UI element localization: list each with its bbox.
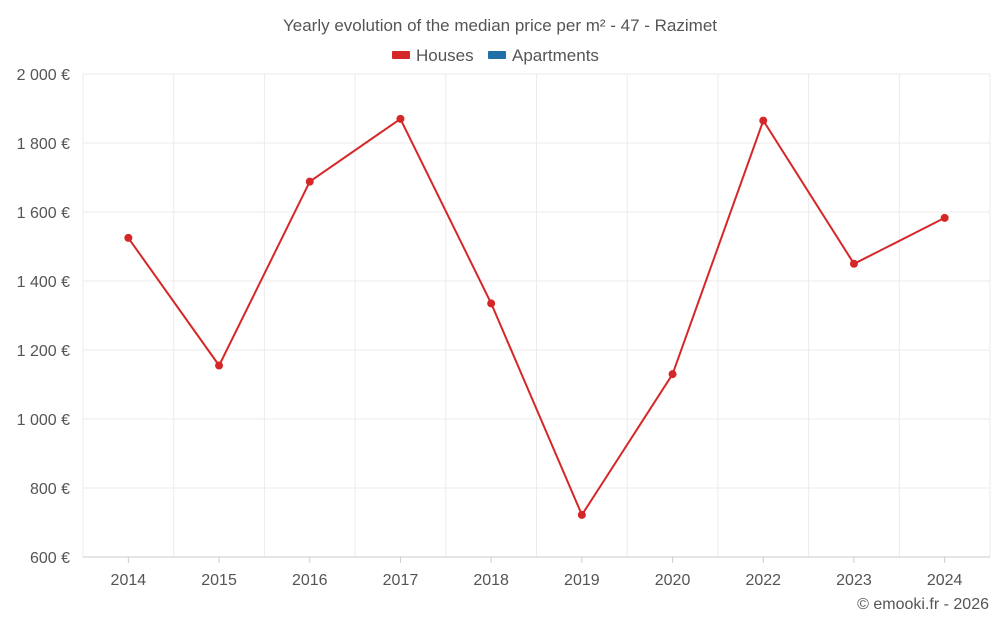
- y-tick-label: 1 200 €: [17, 343, 70, 360]
- legend: Houses Apartments: [392, 46, 599, 65]
- legend-label-houses: Houses: [416, 46, 474, 65]
- data-point-houses[interactable]: [215, 361, 224, 370]
- data-point-houses[interactable]: [759, 116, 768, 125]
- y-tick-label: 2 000 €: [17, 67, 70, 84]
- data-point-houses[interactable]: [577, 510, 586, 519]
- data-point-houses[interactable]: [668, 370, 677, 379]
- x-tick-label: 2015: [201, 572, 237, 589]
- x-tick-label: 2024: [927, 572, 963, 589]
- x-tick-label: 2016: [292, 572, 328, 589]
- x-tick-label: 2018: [473, 572, 509, 589]
- y-tick-label: 1 000 €: [17, 412, 70, 429]
- x-tick-label: 2022: [745, 572, 781, 589]
- credit-text: © emooki.fr - 2026: [857, 596, 989, 613]
- x-tick-label: 2019: [564, 572, 600, 589]
- grid: [82, 73, 991, 557]
- legend-item-houses[interactable]: Houses: [392, 46, 474, 65]
- series-line-houses: [127, 117, 946, 516]
- x-axis-ticks: 2014 2015 2016 2017 2018 2019 2020 2022 2023 2024: [111, 557, 963, 589]
- legend-label-apartments: Apartments: [512, 46, 599, 65]
- y-tick-label: 800 €: [30, 481, 70, 498]
- x-tick-label: 2023: [836, 572, 872, 589]
- y-tick-label: 1 400 €: [17, 274, 70, 291]
- data-point-houses[interactable]: [396, 114, 405, 123]
- y-tick-label: 1 600 €: [17, 205, 70, 222]
- legend-item-apartments[interactable]: Apartments: [488, 46, 599, 65]
- data-point-houses[interactable]: [849, 259, 858, 268]
- legend-swatch-houses: [392, 51, 410, 59]
- chart-title: Yearly evolution of the median price per…: [283, 16, 717, 35]
- x-tick-label: 2020: [655, 572, 691, 589]
- y-tick-label: 1 800 €: [17, 136, 70, 153]
- data-point-houses[interactable]: [940, 213, 949, 222]
- x-tick-label: 2017: [383, 572, 419, 589]
- data-point-houses[interactable]: [487, 299, 496, 308]
- series: [124, 114, 949, 519]
- y-tick-label: 600 €: [30, 550, 70, 567]
- y-axis-ticks: 600 € 800 € 1 000 € 1 200 € 1 400 € 1 600 € 1 …: [17, 67, 70, 567]
- x-tick-label: 2014: [111, 572, 147, 589]
- data-point-houses[interactable]: [305, 177, 314, 186]
- data-point-houses[interactable]: [124, 233, 133, 242]
- legend-swatch-apartments: [488, 51, 506, 59]
